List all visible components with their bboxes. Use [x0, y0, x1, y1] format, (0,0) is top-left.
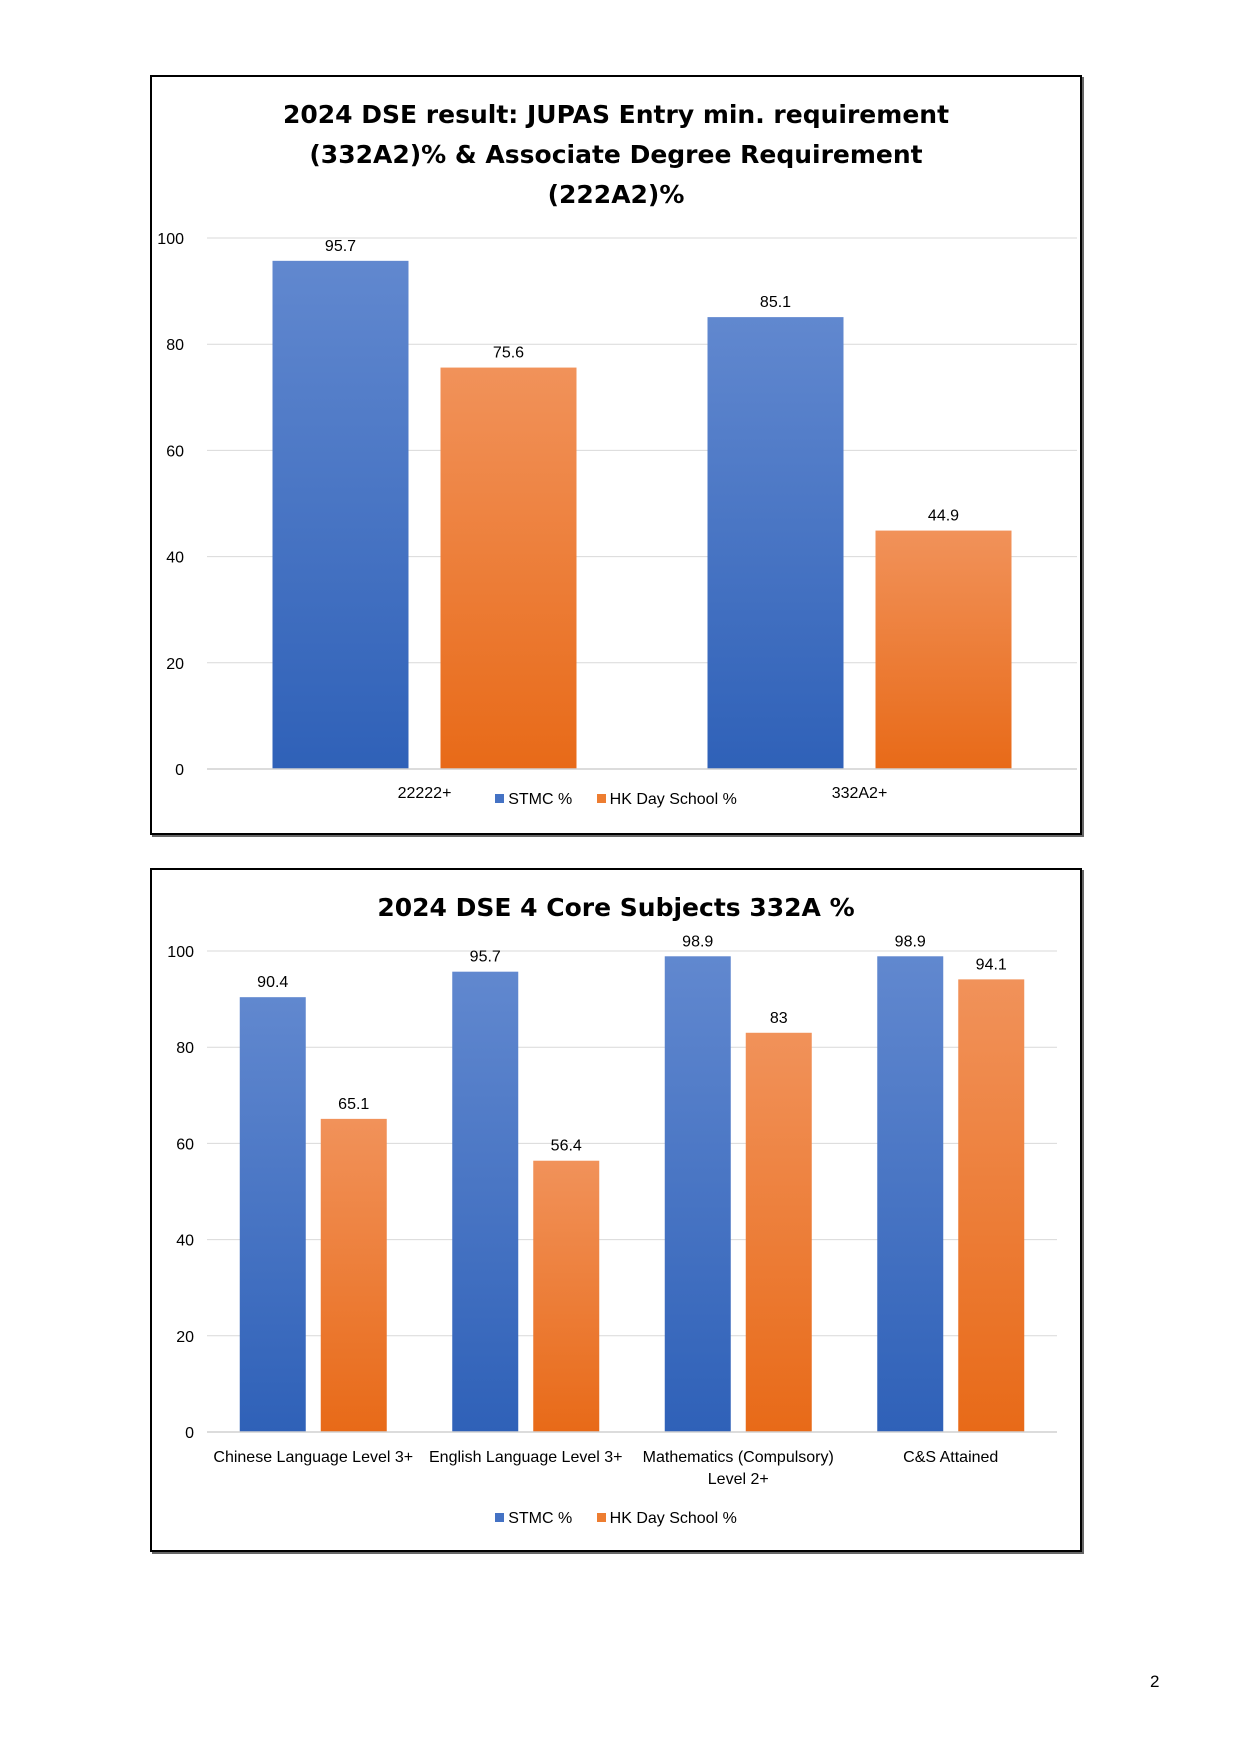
bar-stmc [877, 956, 944, 1432]
x-category-label: 22222+ [398, 785, 452, 802]
y-tick-label: 40 [176, 1233, 194, 1250]
legend-label: STMC % [508, 1510, 573, 1527]
data-label: 95.7 [325, 238, 356, 255]
legend-item-stmc: STMC % [495, 1510, 572, 1528]
bar-hk-day-school [320, 1118, 387, 1432]
bar-stmc [707, 317, 844, 769]
y-tick-label: 80 [166, 337, 184, 354]
bar-hk-day-school [440, 367, 577, 769]
chart-2-title: 2024 DSE 4 Core Subjects 332A % [377, 893, 855, 922]
data-label: 98.9 [682, 933, 713, 950]
data-label: 44.9 [928, 508, 959, 525]
y-tick-label: 40 [166, 550, 184, 567]
bar-stmc [239, 997, 306, 1432]
x-category-label: 332A2+ [832, 785, 888, 802]
chart-1-title: 2024 DSE result: JUPAS Entry min. requir… [282, 100, 950, 209]
bar-hk-day-school [875, 530, 1012, 769]
legend-label: STMC % [508, 791, 573, 808]
data-label: 83 [770, 1010, 788, 1027]
x-category-label: English Language Level 3+ [429, 1449, 623, 1466]
y-tick-label: 0 [185, 1425, 194, 1442]
y-tick-label: 60 [176, 1136, 194, 1153]
y-tick-label: 0 [175, 762, 184, 779]
y-tick-label: 80 [176, 1040, 194, 1057]
legend-swatch-blue [495, 1513, 505, 1522]
legend-swatch-orange [596, 794, 606, 803]
bar-hk-day-school [533, 1160, 600, 1432]
data-label: 94.1 [976, 956, 1007, 973]
x-category-label: Chinese Language Level 3+ [213, 1449, 413, 1466]
legend-label: HK Day School % [609, 1510, 737, 1527]
x-category-label: C&S Attained [903, 1449, 998, 1466]
y-tick-label: 20 [166, 656, 184, 673]
y-tick-label: 20 [176, 1329, 194, 1346]
data-label: 75.6 [493, 345, 524, 362]
data-label: 90.4 [257, 974, 288, 991]
data-label: 98.9 [895, 933, 926, 950]
data-label: 56.4 [551, 1138, 582, 1155]
legend-item-stmc: STMC % [495, 791, 572, 809]
legend-item-hk-day-school: HK Day School % [596, 1510, 737, 1528]
chart-1-legend: STMC % HK Day School % [152, 791, 1080, 809]
y-tick-label: 100 [167, 944, 194, 961]
x-category-label: Level 2+ [708, 1471, 769, 1488]
bar-stmc [452, 971, 519, 1432]
chart-1-plot: 0 20 40 60 80 100 95.7 75.6 22222+ 85.1 44.9 332A2+ [157, 231, 1077, 802]
bar-hk-day-school [958, 979, 1025, 1432]
legend-label: HK Day School % [609, 791, 737, 808]
data-label: 85.1 [760, 294, 791, 311]
page-number: 2 [1150, 1672, 1160, 1691]
data-label: 65.1 [338, 1096, 369, 1113]
x-category-label: Mathematics (Compulsory) [643, 1449, 834, 1466]
bar-hk-day-school [745, 1032, 812, 1432]
chart-1-frame: 2024 DSE result: JUPAS Entry min. requir… [150, 75, 1082, 835]
legend-item-hk-day-school: HK Day School % [596, 791, 737, 809]
bar-stmc [664, 956, 731, 1432]
y-tick-label: 100 [157, 231, 184, 248]
legend-swatch-blue [495, 794, 505, 803]
chart-2-frame: 2024 DSE 4 Core Subjects 332A % 0 20 40 60 8… [150, 868, 1082, 1552]
data-label: 95.7 [470, 949, 501, 966]
y-tick-label: 60 [166, 443, 184, 460]
legend-swatch-orange [596, 1513, 606, 1522]
chart-2-plot: 0 20 40 60 80 100 90.4 65.1 Chinese Language Lev… [167, 933, 1057, 1488]
chart-2-legend: STMC % HK Day School % [152, 1510, 1080, 1528]
bar-stmc [272, 260, 409, 769]
